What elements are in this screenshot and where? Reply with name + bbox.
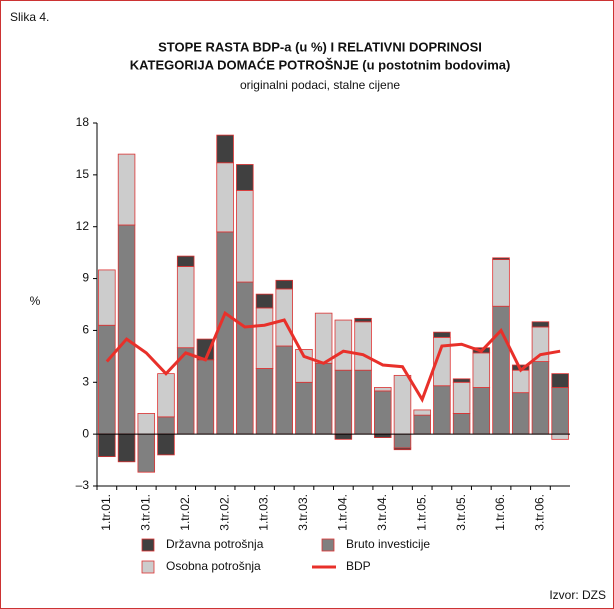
legend-swatch: [321, 538, 335, 552]
bar-segment: [492, 259, 510, 307]
bar-segment: [255, 307, 274, 369]
y-tick-label: 15: [76, 167, 90, 181]
bar-segment: [137, 433, 156, 473]
bar-segment: [393, 374, 412, 435]
line: [105, 310, 561, 404]
bar-segment: [216, 162, 234, 233]
bar-segment: [176, 266, 195, 349]
bar-segment: [551, 373, 569, 388]
bar-segment: [295, 381, 313, 435]
bar-segment: [117, 224, 136, 435]
bar-segment: [157, 373, 175, 418]
legend-label: Bruto investicije: [346, 537, 430, 551]
x-tick-label: 3.tr.03.: [296, 494, 310, 531]
y-tick-label: 0: [82, 426, 89, 440]
bar-segment: [275, 345, 293, 435]
chart-title: STOPE RASTA BDP-a (u %) I RELATIVNI DOPR…: [158, 39, 482, 54]
legend-label: Državna potrošnja: [166, 537, 264, 551]
x-tick-label: 3.tr.05.: [454, 494, 468, 531]
bar-segment: [551, 387, 569, 435]
bar-segment: [216, 231, 234, 435]
bar-segment: [354, 317, 372, 323]
bar-segment: [314, 312, 333, 364]
bar-segment: [236, 190, 254, 283]
x-tick-label: 1.tr.02.: [178, 494, 192, 531]
source: Izvor: DZS: [549, 588, 606, 602]
bar-segment: [98, 433, 116, 458]
bar-segment: [433, 331, 451, 338]
bar-segment: [492, 257, 510, 260]
y-tick-label: 12: [76, 219, 90, 233]
y-tick-label: 3: [82, 374, 89, 388]
bar-segment: [472, 352, 491, 388]
x-tick-label: 1.tr.01.: [99, 494, 113, 531]
bar-segment: [334, 319, 353, 371]
bar-segment: [452, 412, 471, 435]
x-tick-label: 1.tr.03.: [257, 494, 271, 531]
bar-segment: [354, 321, 372, 371]
bar-segment: [551, 433, 569, 440]
y-tick-label: 6: [82, 323, 89, 337]
bar-segment: [255, 368, 274, 435]
bar-segment: [314, 362, 333, 435]
bar-segment: [433, 385, 451, 435]
x-tick-label: 3.tr.04.: [375, 494, 389, 531]
bar-segment: [117, 153, 136, 226]
bar-segment: [413, 409, 431, 416]
y-axis-label: %: [30, 294, 41, 308]
bar-segment: [452, 378, 471, 383]
legend-label: BDP: [346, 559, 371, 573]
bar-segment: [492, 305, 510, 435]
bar-segment: [393, 447, 412, 451]
bar-segment: [531, 361, 550, 435]
bar-segment: [176, 255, 195, 267]
bar-segment: [255, 293, 274, 309]
bar-segment: [374, 390, 392, 435]
x-tick-label: 1.tr.04.: [336, 494, 350, 531]
bar-segment: [354, 369, 372, 435]
chart-title: KATEGORIJA DOMAĆE POTROŠNJE (u postotnim…: [130, 57, 511, 72]
bar-segment: [393, 433, 412, 449]
bar-segment: [157, 433, 175, 456]
bar-segment: [511, 369, 530, 394]
y-tick-label: 9: [82, 271, 89, 285]
x-tick-label: 1.tr.06.: [493, 494, 507, 531]
y-tick-label: 18: [76, 115, 90, 129]
x-tick-label: 3.tr.01.: [138, 494, 152, 531]
bar-segment: [216, 134, 234, 164]
bar-segment: [236, 281, 254, 435]
figure-label: Slika 4.: [10, 10, 49, 24]
x-tick-label: 3.tr.02.: [217, 494, 231, 531]
bar-segment: [117, 433, 136, 463]
bar-segment: [275, 288, 293, 347]
bar-segment: [196, 359, 215, 435]
bar-segment: [157, 416, 175, 435]
bar-segment: [413, 414, 431, 435]
bar-segment: [275, 279, 293, 290]
bar-segment: [374, 433, 392, 438]
bar-segment: [374, 387, 392, 392]
bar-segment: [137, 412, 156, 435]
y-tick-label: –3: [76, 478, 90, 492]
bar-segment: [236, 164, 254, 191]
bar-segment: [452, 381, 471, 414]
bar-segment: [98, 269, 116, 326]
legend-label: Osobna potrošnja: [166, 559, 261, 573]
bar-segment: [472, 387, 491, 435]
bar-segment: [98, 324, 116, 435]
bar-segment: [511, 392, 530, 435]
chart-subtitle: originalni podaci, stalne cijene: [240, 78, 400, 92]
bar-segment: [334, 369, 353, 435]
x-tick-label: 3.tr.06.: [533, 494, 547, 531]
legend-swatch: [141, 538, 155, 552]
bar-segment: [531, 321, 550, 328]
x-tick-label: 1.tr.05.: [414, 494, 428, 531]
bar-segment: [334, 433, 353, 440]
legend-swatch: [141, 560, 155, 574]
